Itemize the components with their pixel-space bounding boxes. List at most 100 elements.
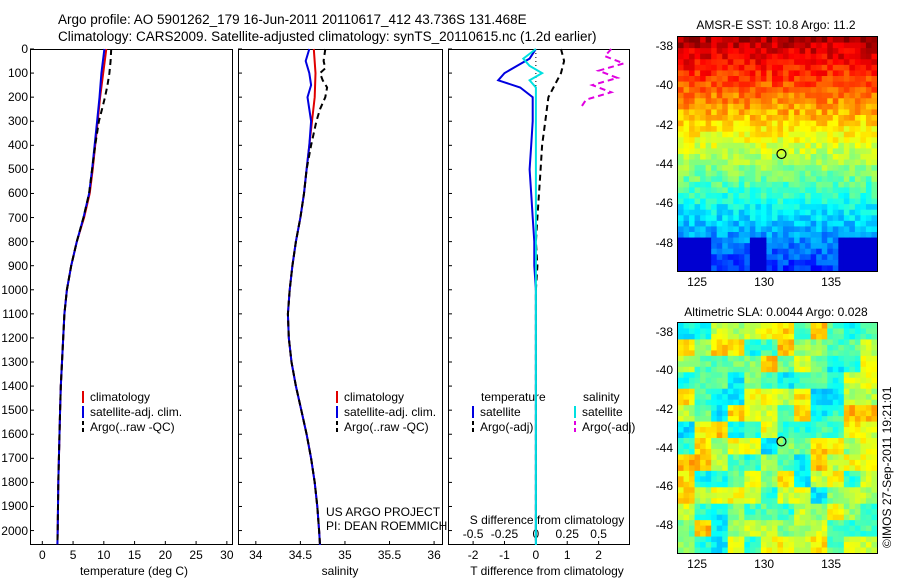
depth-tick-label: 300 <box>7 114 28 129</box>
argo-location-marker <box>776 148 787 160</box>
x-tick-label: 35 <box>338 548 352 562</box>
legend-label: satellite <box>480 405 521 419</box>
x-tick-label: 10 <box>97 548 111 562</box>
lat-tick-label: -42 <box>655 117 673 132</box>
x-tick-label: 35.5 <box>377 548 402 562</box>
x-tick-label: 15 <box>127 548 142 562</box>
legend-header-temperature: temperature <box>481 390 546 404</box>
map-image <box>678 323 877 553</box>
legend-swatch <box>82 421 84 433</box>
legend-temperature-satellite: satellite <box>472 405 521 419</box>
series-line <box>578 48 627 110</box>
legend-swatch <box>336 421 338 433</box>
legend-swatch <box>574 421 576 433</box>
legend-swatch <box>336 391 338 403</box>
lat-tick-label: -44 <box>655 440 673 455</box>
depth-tick-label: 800 <box>7 234 28 249</box>
depth-tick-label: 900 <box>7 258 28 273</box>
lon-tick-label: 125 <box>687 557 708 571</box>
lon-tick-label: 135 <box>821 275 842 289</box>
depth-tick-label: 600 <box>7 186 28 201</box>
legend-argo: Argo(..raw -QC) <box>82 420 175 434</box>
legend-swatch <box>472 421 474 433</box>
temperature-panel <box>30 49 233 545</box>
x-tick-label: 25 <box>189 548 203 562</box>
lat-tick-label: -46 <box>655 479 673 494</box>
top-x-tick-label: 0.5 <box>590 527 607 541</box>
top-x-tick-label: -0.5 <box>462 527 484 541</box>
chart-title-line-1: Argo profile: AO 5901262_179 16-Jun-2011… <box>58 12 527 27</box>
legend-climatology: climatology <box>336 390 404 404</box>
legend-label: Argo(..raw -QC) <box>344 420 429 434</box>
depth-tick-label: 0 <box>21 42 28 56</box>
legend-climatology: climatology <box>82 390 150 404</box>
legend-swatch <box>574 406 576 418</box>
project-annotation: US ARGO PROJECT <box>326 505 441 519</box>
lat-tick-label: -38 <box>655 38 673 53</box>
x-tick-label: 5 <box>69 548 77 562</box>
x-tick-label: 20 <box>158 548 173 562</box>
x-tick-label: -1 <box>499 548 510 562</box>
x-tick-label: 0 <box>532 548 540 562</box>
legend-satellite: satellite-adj. clim. <box>336 405 436 419</box>
depth-tick-label: 1300 <box>1 355 28 369</box>
depth-tick-label: 500 <box>7 162 28 177</box>
difference-x-label: T difference from climatology <box>470 564 624 578</box>
lon-tick-label: 130 <box>754 557 775 571</box>
lat-tick-label: -40 <box>655 363 673 378</box>
legend-label: satellite <box>582 405 623 419</box>
legend-swatch <box>336 406 338 418</box>
x-tick-label: 36 <box>427 548 441 562</box>
legend-salinity-argo: Argo(-adj) <box>574 420 635 434</box>
salinity-panel <box>238 49 443 545</box>
series-line <box>534 48 566 545</box>
series-line <box>286 48 329 546</box>
x-tick-label: 1 <box>563 548 571 562</box>
legend-label: satellite-adj. clim. <box>344 405 437 419</box>
chart-title-line-2: Climatology: CARS2009. Satellite-adjuste… <box>58 29 597 44</box>
legend-label: Argo(-adj) <box>582 420 636 434</box>
series-line <box>56 48 106 546</box>
lon-tick-label: 130 <box>754 275 775 289</box>
top-x-tick-label: -0.25 <box>490 527 519 541</box>
depth-tick-label: 1200 <box>1 330 28 345</box>
lat-tick-label: -46 <box>655 196 673 211</box>
lat-tick-label: -40 <box>655 78 673 93</box>
legend-swatch <box>82 406 84 418</box>
depth-tick-label: 700 <box>7 210 28 225</box>
legend-satellite: satellite-adj. clim. <box>82 405 182 419</box>
depth-tick-label: 2000 <box>1 523 28 538</box>
lon-tick-label: 135 <box>821 557 842 571</box>
x-tick-label: -2 <box>467 548 479 562</box>
series-line <box>521 48 545 545</box>
sst-map <box>677 36 878 272</box>
top-x-tick-label: 0.25 <box>555 527 579 541</box>
depth-tick-label: 1600 <box>1 427 28 442</box>
x-tick-label: 34 <box>249 548 263 562</box>
lat-tick-label: -44 <box>655 156 673 171</box>
legend-label: climatology <box>344 390 405 404</box>
series-line <box>496 48 537 545</box>
sst-map-title: AMSR-E SST: 10.8 Argo: 11.2 <box>696 18 856 32</box>
legend-label: Argo(-adj) <box>480 420 534 434</box>
legend-label: Argo(..raw -QC) <box>90 420 175 434</box>
legend-label: satellite-adj. clim. <box>90 405 183 419</box>
depth-tick-label: 1500 <box>1 403 28 418</box>
depth-tick-label: 200 <box>7 90 28 105</box>
x-tick-label: 30 <box>220 548 234 562</box>
temperature-x-label: temperature (deg C) <box>79 564 189 578</box>
series-line <box>56 48 113 546</box>
sla-map-title: Altimetric SLA: 0.0044 Argo: 0.028 <box>684 305 868 319</box>
lon-tick-label: 125 <box>687 275 708 289</box>
argo-location-marker <box>776 436 787 447</box>
legend-temperature-argo: Argo(-adj) <box>472 420 533 434</box>
depth-tick-label: 1000 <box>1 282 28 297</box>
x-tick-label: 34.5 <box>288 548 313 562</box>
map-image <box>678 37 877 271</box>
legend-swatch <box>472 406 474 418</box>
lat-tick-label: -48 <box>655 518 673 532</box>
depth-tick-label: 1800 <box>1 475 28 490</box>
sla-map <box>677 322 878 554</box>
difference-panel <box>448 49 630 545</box>
